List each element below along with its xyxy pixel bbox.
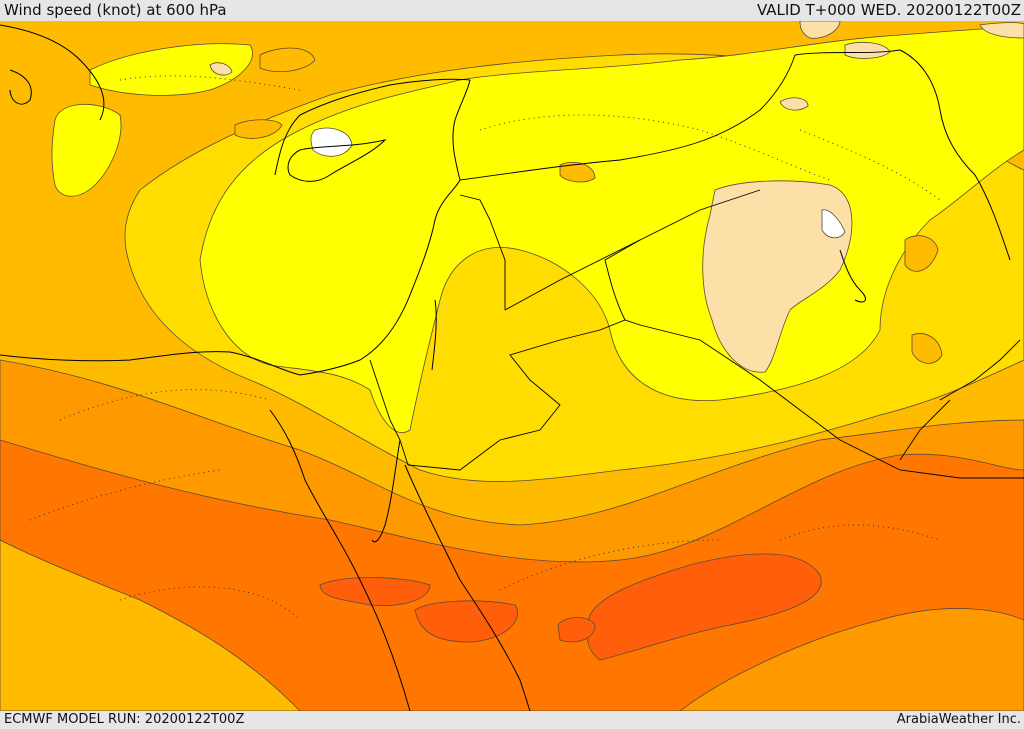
wind-patch-light-east (702, 180, 853, 373)
dotted-contours (29, 75, 941, 621)
wind-patch-moderate-low-northwest (89, 43, 253, 96)
wind-patch-moderate-high-1 (234, 119, 283, 139)
wind-patch-extreme-2 (414, 600, 518, 643)
wind-patch-moderate-high-3 (904, 235, 939, 272)
coastlines (0, 24, 1011, 711)
wind-patch-extreme-4 (557, 617, 596, 643)
wind-band-moderate-low (199, 25, 1024, 433)
wind-patch-moderate-low-west (51, 103, 122, 197)
wind-patch-light-ne2 (979, 22, 1024, 39)
borders (369, 49, 1024, 479)
wind-band-very-strong (0, 439, 1024, 711)
model-run-label: ECMWF MODEL RUN: 20200122T00Z (4, 712, 245, 727)
footer-bar: ECMWF MODEL RUN: 20200122T00Z ArabiaWeat… (0, 711, 1024, 729)
header-bar: Wind speed (knot) at 600 hPa VALID T+000… (0, 0, 1024, 21)
wind-patch-moderate-high-4 (911, 333, 943, 364)
wind-patch-light-ne3 (799, 21, 841, 39)
wind-patch-light-ne (844, 41, 891, 59)
wind-patch-light-west (209, 62, 233, 76)
wind-patch-moderate-high-2 (259, 47, 316, 73)
wind-speed-map[interactable] (0, 21, 1024, 711)
valid-time-label: VALID T+000 WED. 20200122T00Z (756, 1, 1021, 19)
wind-patch-calm-iraq (821, 209, 846, 239)
credit-label: ArabiaWeather Inc. (896, 712, 1021, 727)
wind-patch-extreme-3 (319, 577, 431, 606)
wind-patch-moderate-high-5 (559, 161, 596, 183)
wind-band-moderate-sw (0, 539, 301, 711)
map-title: Wind speed (knot) at 600 hPa (4, 1, 227, 19)
wind-patch-calm-cyprus (310, 127, 353, 157)
wind-band-moderate-se (679, 608, 1024, 711)
wind-patch-light-small (779, 97, 809, 111)
wind-patch-extreme-1 (586, 553, 822, 661)
